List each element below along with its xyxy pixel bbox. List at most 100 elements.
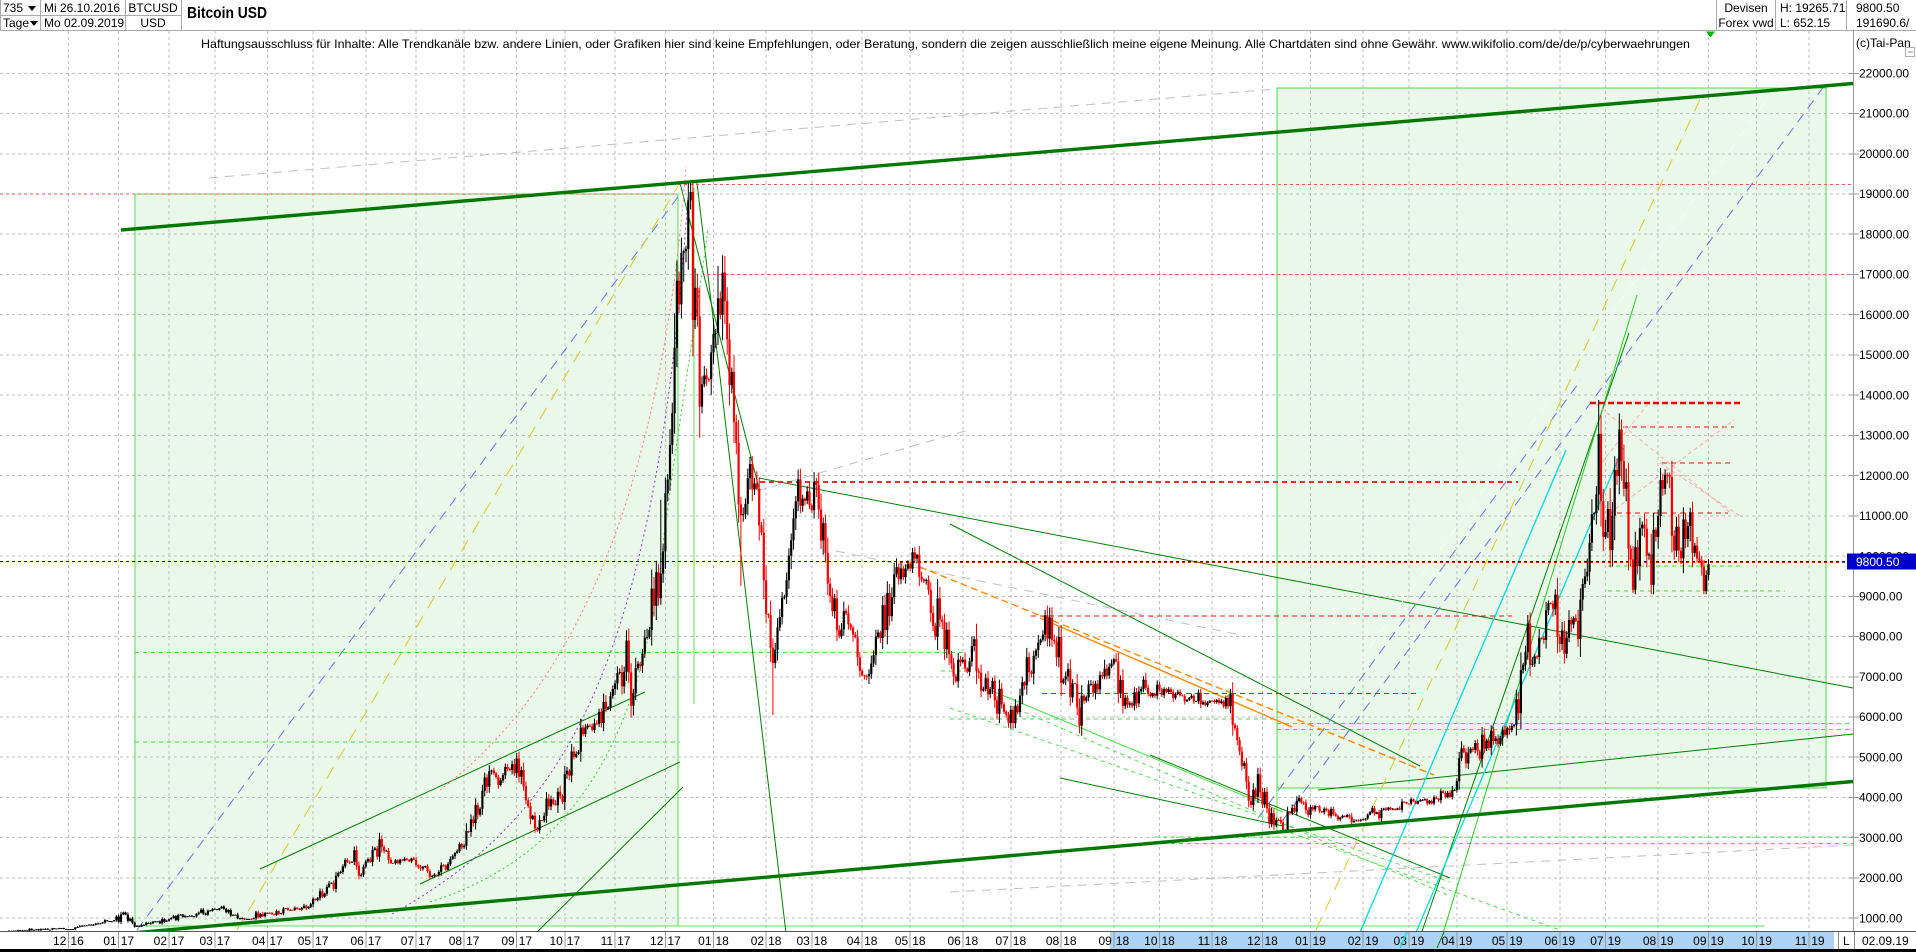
svg-text:05: 05 <box>895 934 909 948</box>
svg-text:L: L <box>1843 934 1850 948</box>
svg-text:3000.00: 3000.00 <box>1859 831 1903 845</box>
svg-text:11: 11 <box>1198 934 1211 948</box>
svg-text:Mi 26.10.2016: Mi 26.10.2016 <box>44 1 120 15</box>
svg-text:19: 19 <box>1459 934 1473 948</box>
svg-text:16: 16 <box>70 934 84 948</box>
svg-text:BTCUSD: BTCUSD <box>128 1 178 15</box>
svg-text:15000.00: 15000.00 <box>1859 348 1909 362</box>
svg-text:19: 19 <box>1562 934 1576 948</box>
svg-text:01: 01 <box>698 934 712 948</box>
svg-text:04: 04 <box>1442 934 1456 948</box>
svg-text:19: 19 <box>1811 934 1825 948</box>
svg-text:17000.00: 17000.00 <box>1859 268 1909 282</box>
svg-text:19: 19 <box>1660 934 1674 948</box>
svg-text:09: 09 <box>1693 934 1707 948</box>
svg-text:17: 17 <box>567 934 581 948</box>
svg-text:19: 19 <box>1313 934 1327 948</box>
svg-text:10: 10 <box>1741 934 1755 948</box>
svg-text:07: 07 <box>1590 934 1604 948</box>
svg-text:USD: USD <box>140 16 166 30</box>
svg-text:11: 11 <box>1795 934 1808 948</box>
svg-text:06: 06 <box>1544 934 1558 948</box>
svg-text:03: 03 <box>199 934 213 948</box>
svg-text:Forex vwd: Forex vwd <box>1718 16 1773 30</box>
svg-text:H: 19265.71: H: 19265.71 <box>1780 1 1846 15</box>
svg-text:Mo 02.09.2019: Mo 02.09.2019 <box>44 16 124 30</box>
svg-text:11: 11 <box>601 934 614 948</box>
svg-text:18: 18 <box>1162 934 1176 948</box>
svg-text:17: 17 <box>121 934 135 948</box>
svg-text:06: 06 <box>350 934 364 948</box>
svg-text:02: 02 <box>1348 934 1362 948</box>
svg-text:16000.00: 16000.00 <box>1859 308 1909 322</box>
svg-text:07: 07 <box>401 934 415 948</box>
svg-text:05: 05 <box>1492 934 1506 948</box>
svg-text:03: 03 <box>1394 934 1408 948</box>
svg-text:19: 19 <box>1509 934 1523 948</box>
svg-text:18: 18 <box>814 934 828 948</box>
svg-text:18: 18 <box>716 934 730 948</box>
svg-text:17: 17 <box>466 934 480 948</box>
svg-text:17: 17 <box>315 934 329 948</box>
svg-text:08: 08 <box>1643 934 1657 948</box>
svg-text:18: 18 <box>768 934 782 948</box>
svg-text:18: 18 <box>965 934 979 948</box>
svg-text:1000.00: 1000.00 <box>1859 911 1903 925</box>
svg-text:03: 03 <box>796 934 810 948</box>
svg-text:17: 17 <box>667 934 681 948</box>
svg-text:09: 09 <box>1098 934 1112 948</box>
svg-text:04: 04 <box>252 934 266 948</box>
svg-text:12: 12 <box>1247 934 1261 948</box>
svg-text:05: 05 <box>298 934 312 948</box>
svg-text:10: 10 <box>549 934 563 948</box>
svg-text:20000.00: 20000.00 <box>1859 147 1909 161</box>
svg-text:19000.00: 19000.00 <box>1859 187 1909 201</box>
svg-text:735: 735 <box>3 1 23 15</box>
svg-text:22000.00: 22000.00 <box>1859 67 1909 81</box>
svg-text:18000.00: 18000.00 <box>1859 227 1909 241</box>
svg-text:17: 17 <box>171 934 185 948</box>
svg-text:06: 06 <box>947 934 961 948</box>
svg-text:9800.50: 9800.50 <box>1856 1 1900 15</box>
svg-text:17: 17 <box>217 934 231 948</box>
svg-text:04: 04 <box>847 934 861 948</box>
svg-text:21000.00: 21000.00 <box>1859 107 1909 121</box>
svg-text:17: 17 <box>368 934 382 948</box>
svg-text:08: 08 <box>1046 934 1060 948</box>
svg-text:Tage: Tage <box>3 16 29 30</box>
svg-text:5000.00: 5000.00 <box>1859 750 1903 764</box>
svg-text:17: 17 <box>617 934 631 948</box>
svg-text:18: 18 <box>1214 934 1228 948</box>
svg-text:19: 19 <box>1608 934 1622 948</box>
svg-text:07: 07 <box>995 934 1009 948</box>
svg-text:(c)Tai-Pan: (c)Tai-Pan <box>1856 36 1911 50</box>
svg-text:02: 02 <box>154 934 168 948</box>
svg-text:Devisen: Devisen <box>1724 1 1767 15</box>
svg-text:08: 08 <box>449 934 463 948</box>
svg-text:18: 18 <box>1013 934 1027 948</box>
svg-text:19: 19 <box>1411 934 1425 948</box>
svg-text:18: 18 <box>912 934 926 948</box>
svg-text:14000.00: 14000.00 <box>1859 388 1909 402</box>
svg-text:02.09.19: 02.09.19 <box>1862 934 1909 948</box>
svg-text:18: 18 <box>1265 934 1279 948</box>
svg-text:L: 652.15: L: 652.15 <box>1780 16 1830 30</box>
svg-text:18: 18 <box>1063 934 1077 948</box>
svg-text:19: 19 <box>1759 934 1773 948</box>
svg-text:17: 17 <box>418 934 432 948</box>
svg-text:191690.6/: 191690.6/ <box>1856 16 1910 30</box>
svg-text:Haftungsausschluss für Inhalte: Haftungsausschluss für Inhalte: Alle Tre… <box>201 37 1690 51</box>
svg-text:19: 19 <box>1365 934 1379 948</box>
svg-text:01: 01 <box>103 934 117 948</box>
svg-text:11000.00: 11000.00 <box>1859 509 1908 523</box>
svg-text:01: 01 <box>1295 934 1309 948</box>
svg-text:9000.00: 9000.00 <box>1859 590 1903 604</box>
svg-text:9800.50: 9800.50 <box>1856 555 1900 569</box>
svg-text:12000.00: 12000.00 <box>1859 469 1909 483</box>
svg-text:18: 18 <box>1116 934 1130 948</box>
svg-text:10: 10 <box>1144 934 1158 948</box>
svg-text:17: 17 <box>269 934 283 948</box>
svg-text:6000.00: 6000.00 <box>1859 710 1903 724</box>
svg-text:12: 12 <box>650 934 664 948</box>
svg-text:Bitcoin USD: Bitcoin USD <box>187 5 267 22</box>
